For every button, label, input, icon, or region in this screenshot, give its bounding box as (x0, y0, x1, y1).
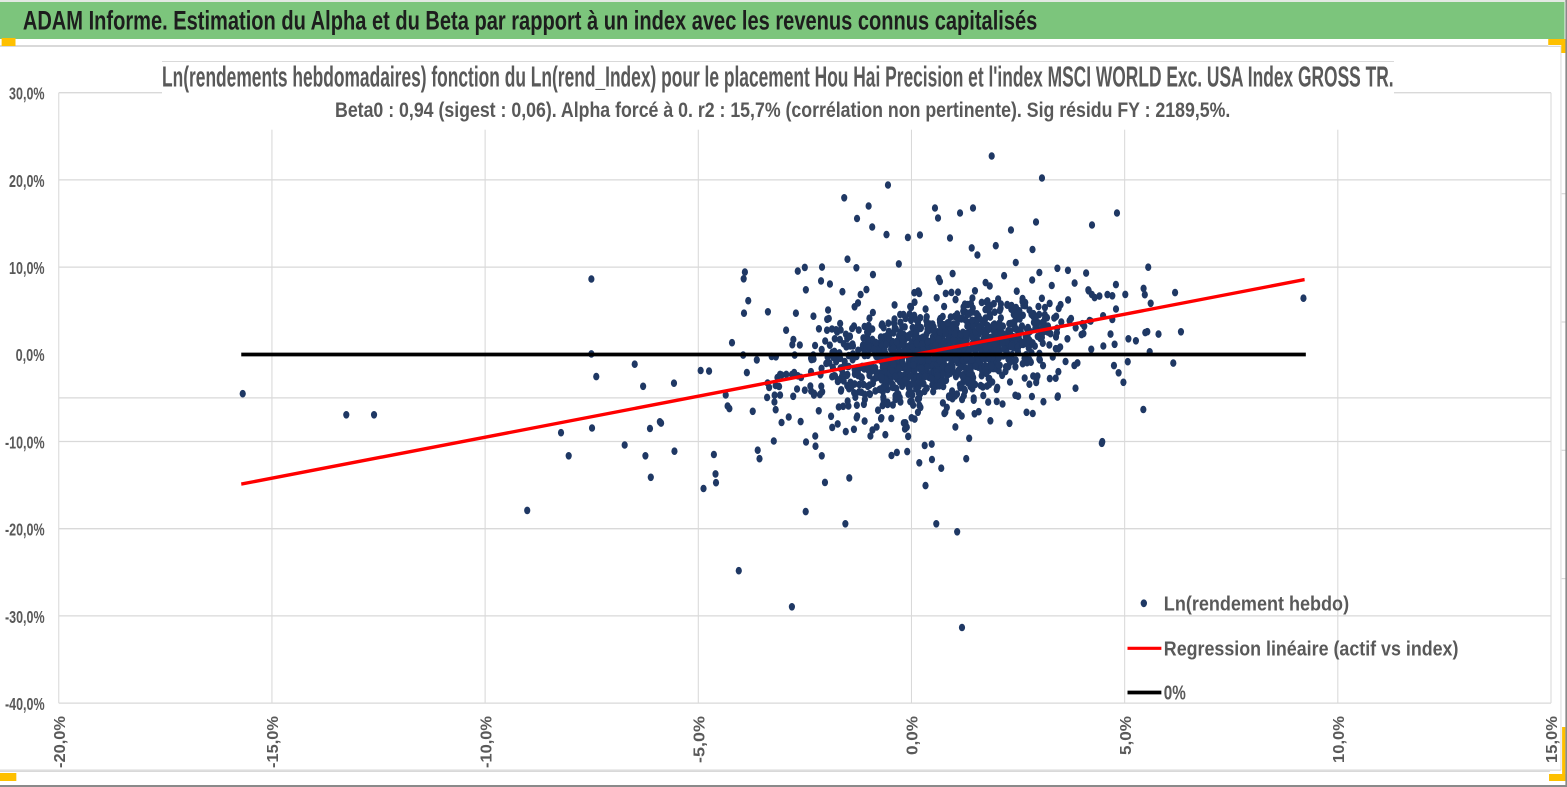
svg-text:-5,0%: -5,0% (690, 716, 708, 763)
svg-text:0%: 0% (1164, 681, 1186, 704)
svg-text:10,0%: 10,0% (9, 260, 45, 279)
svg-text:ADAM Informe. Estimation du Al: ADAM Informe. Estimation du Alpha et du … (23, 6, 1037, 36)
svg-text:-40,0%: -40,0% (5, 696, 45, 715)
svg-text:-10,0%: -10,0% (477, 716, 495, 768)
svg-text:0,0%: 0,0% (903, 716, 921, 755)
svg-text:Ln(rendements hebdomadaires) f: Ln(rendements hebdomadaires) fonction du… (162, 60, 1394, 93)
svg-text:-20,0%: -20,0% (5, 521, 45, 540)
svg-text:10,0%: 10,0% (1330, 716, 1348, 763)
svg-text:5,0%: 5,0% (1117, 716, 1135, 755)
svg-text:30,0%: 30,0% (9, 85, 45, 104)
svg-text:Beta0 : 0,94 (sigest : 0,06).: Beta0 : 0,94 (sigest : 0,06). Alpha forc… (335, 98, 1230, 122)
svg-text:-10,0%: -10,0% (5, 434, 45, 453)
svg-text:-15,0%: -15,0% (264, 716, 282, 768)
svg-text:15,0%: 15,0% (1543, 716, 1561, 763)
svg-text:-30,0%: -30,0% (5, 609, 45, 628)
svg-text:0,0%: 0,0% (16, 347, 45, 366)
svg-text:20,0%: 20,0% (9, 173, 45, 192)
svg-text:Ln(rendement hebdo): Ln(rendement hebdo) (1164, 592, 1349, 615)
svg-text:Regression linéaire (actif vs: Regression linéaire (actif vs index) (1164, 637, 1459, 660)
svg-text:-20,0%: -20,0% (51, 716, 69, 768)
